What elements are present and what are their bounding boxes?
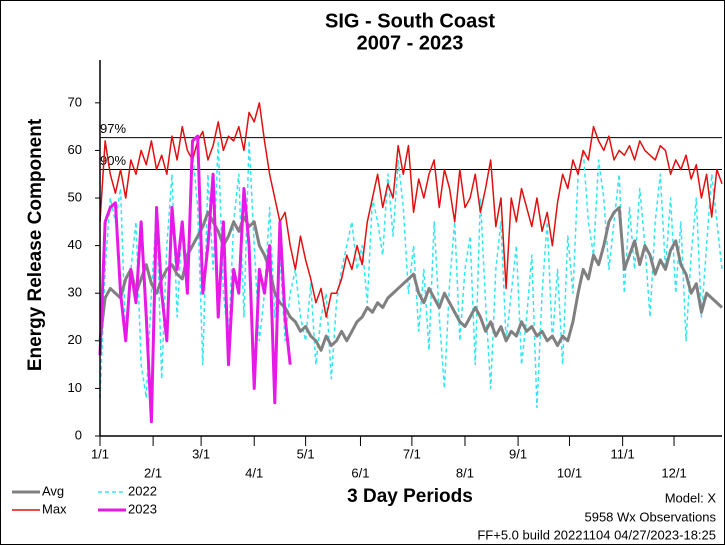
note: FF+5.0 build 20221104 04/27/2023-18:25 bbox=[477, 527, 716, 542]
y-tick-label: 40 bbox=[68, 237, 82, 252]
chart-title: SIG - South Coast bbox=[325, 10, 495, 32]
legend-label: 2023 bbox=[128, 501, 157, 516]
reference-label: 90% bbox=[100, 153, 126, 168]
legend-label: Avg bbox=[42, 483, 64, 498]
x-tick-label: 3/1 bbox=[192, 446, 210, 461]
y-tick-label: 10 bbox=[68, 380, 82, 395]
x-tick-label: 4/1 bbox=[245, 465, 263, 480]
series-line bbox=[98, 206, 724, 352]
y-axis-label: Energy Release Component bbox=[25, 118, 46, 371]
series-line bbox=[99, 102, 723, 318]
x-tick-label: 5/1 bbox=[297, 446, 315, 461]
y-tick-label: 20 bbox=[68, 332, 82, 347]
x-tick-label: 7/1 bbox=[403, 446, 421, 461]
y-tick-label: 70 bbox=[68, 94, 82, 109]
reference-label: 97% bbox=[100, 121, 126, 136]
note: Model: X bbox=[665, 490, 717, 505]
y-tick-label: 0 bbox=[75, 427, 82, 442]
x-tick-label: 10/1 bbox=[557, 465, 582, 480]
y-tick-label: 30 bbox=[68, 285, 82, 300]
x-tick-label: 9/1 bbox=[509, 446, 527, 461]
x-tick-label: 12/1 bbox=[661, 465, 686, 480]
x-tick-label: 1/1 bbox=[91, 446, 109, 461]
note: 5958 Wx Observations bbox=[584, 509, 716, 524]
y-tick-label: 60 bbox=[68, 142, 82, 157]
x-axis-label: 3 Day Periods bbox=[347, 486, 473, 507]
x-tick-label: 11/1 bbox=[610, 446, 634, 461]
series-line bbox=[98, 134, 292, 424]
y-tick-label: 50 bbox=[68, 189, 82, 204]
x-tick-label: 2/1 bbox=[144, 465, 162, 480]
chart-subtitle: 2007 - 2023 bbox=[357, 32, 464, 54]
x-tick-label: 6/1 bbox=[351, 465, 369, 480]
x-tick-label: 8/1 bbox=[456, 465, 474, 480]
legend-label: Max bbox=[42, 501, 67, 516]
series-line bbox=[99, 140, 723, 409]
legend-label: 2022 bbox=[128, 483, 157, 498]
